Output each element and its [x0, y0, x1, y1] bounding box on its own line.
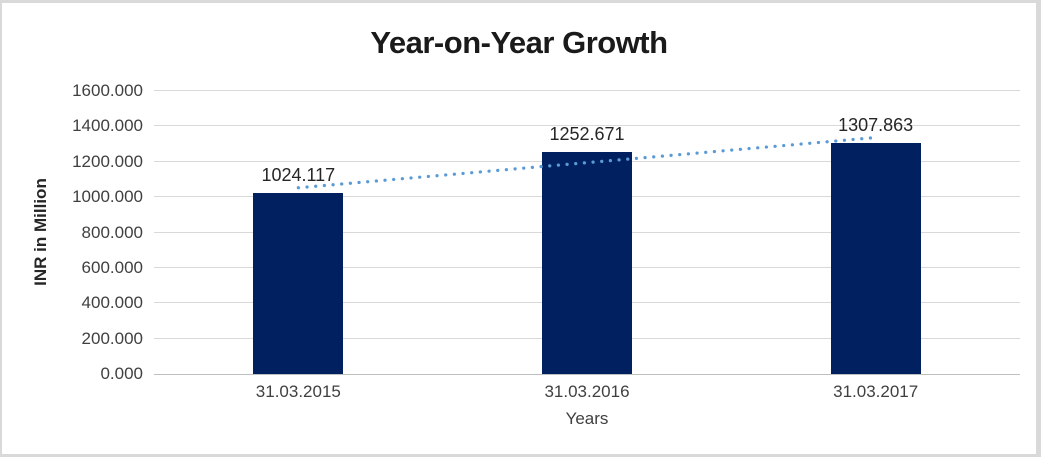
- y-tick-label: 0.000: [100, 364, 143, 383]
- bar-value-label: 1024.117: [261, 164, 336, 185]
- bar: [253, 192, 344, 374]
- bar: [542, 152, 632, 374]
- gridline: [154, 125, 1020, 127]
- bar: [830, 142, 921, 374]
- y-tick-label: 1600.000: [72, 81, 143, 100]
- x-tick-label: 31.03.2015: [255, 382, 341, 401]
- y-tick-label: 1200.000: [72, 151, 143, 171]
- plot-area: 1024.117 1252.671 1307.863: [154, 90, 1020, 375]
- bar-value-label: 1307.863: [838, 114, 914, 135]
- x-tick-label: 31.03.2017: [833, 382, 919, 401]
- trendline-dotted-line: [296, 135, 878, 190]
- y-tick-label: 200.000: [81, 328, 143, 348]
- x-axis-line: [154, 374, 1020, 375]
- x-tick-label: 31.03.2016: [544, 382, 630, 401]
- chart-title: Year-on-Year Growth: [370, 25, 668, 60]
- x-axis-tick-labels: 31.03.2015 31.03.2016 31.03.2017: [154, 382, 1020, 404]
- bar-value-label: 1252.671: [549, 124, 625, 145]
- y-axis-tick-labels: 0.000 200.000 400.000 600.000 800.000 1000.00…: [2, 81, 143, 383]
- y-tick-label: 1000.000: [72, 187, 143, 207]
- y-tick-label: 400.000: [81, 293, 143, 313]
- y-tick-label: 800.000: [81, 222, 143, 242]
- trendline: [296, 135, 878, 190]
- y-tick-label: 600.000: [81, 257, 143, 277]
- y-tick-label: 1400.000: [72, 116, 143, 136]
- gridline: [154, 90, 1020, 91]
- x-axis-title: Years: [565, 409, 609, 428]
